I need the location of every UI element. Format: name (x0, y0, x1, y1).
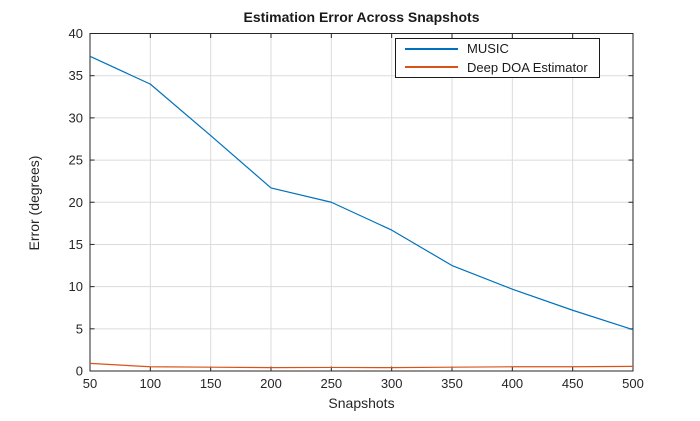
y-axis-label: Error (degrees) (26, 155, 42, 251)
x-tick-label: 300 (381, 376, 403, 391)
y-tick-label: 30 (69, 110, 83, 125)
x-tick-label: 150 (200, 376, 222, 391)
x-tick-label: 50 (83, 376, 97, 391)
x-tick-label: 400 (501, 376, 523, 391)
x-tick-label: 450 (562, 376, 584, 391)
y-tick-label: 5 (76, 321, 83, 336)
y-tick-label: 35 (69, 68, 83, 83)
legend-item-deep-doa: Deep DOA Estimator (396, 59, 599, 76)
series-line-deep-doa-estimator (89, 362, 634, 369)
y-tick-label: 20 (69, 195, 83, 210)
y-tick-label: 40 (69, 26, 83, 41)
legend-item-music: MUSIC (396, 40, 599, 57)
music-line-sample (405, 47, 458, 50)
y-tick-label: 10 (69, 279, 83, 294)
deep-doa-line-sample (405, 66, 458, 69)
x-tick-label: 350 (441, 376, 463, 391)
y-tick-label: 25 (69, 153, 83, 168)
x-axis-label: Snapshots (328, 395, 395, 411)
chart-title: Estimation Error Across Snapshots (243, 9, 480, 25)
y-tick-label: 0 (76, 364, 83, 379)
x-tick-label: 250 (320, 376, 342, 391)
x-tick-label: 200 (260, 376, 282, 391)
legend-label-music: MUSIC (467, 41, 509, 57)
y-tick-label: 15 (69, 237, 83, 252)
x-tick-label: 100 (139, 376, 161, 391)
x-tick-label: 500 (622, 376, 644, 391)
legend: MUSIC Deep DOA Estimator (395, 38, 600, 78)
series-line-music (89, 55, 634, 331)
legend-label-deep-doa: Deep DOA Estimator (467, 59, 588, 75)
